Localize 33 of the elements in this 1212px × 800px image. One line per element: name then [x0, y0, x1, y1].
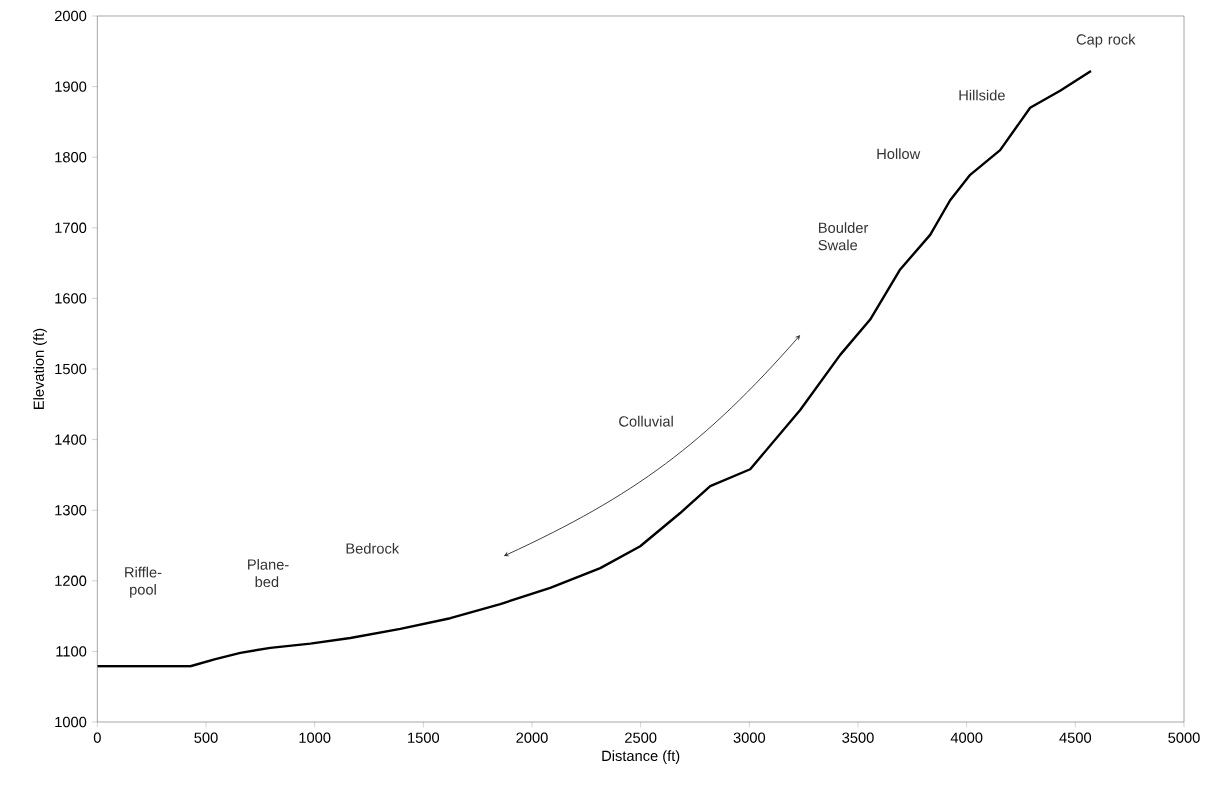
y-tick-label: 2000 [54, 10, 87, 22]
y-tick-label: 1000 [55, 716, 87, 728]
y-axis-title: Elevation (ft) [33, 328, 47, 409]
annotation: Riffle-pool [125, 566, 162, 598]
y-tick-label: 1700 [55, 222, 87, 233]
y-tick-label: 1900 [55, 81, 87, 92]
x-axis-title: Distance (ft) [602, 750, 680, 764]
annotation: Hollow [877, 148, 921, 160]
annotation: Bedrock [346, 542, 400, 554]
x-tick-label: 0 [93, 732, 101, 743]
annotation: Cap rock [1076, 33, 1136, 48]
x-tick-label: 4000 [950, 732, 983, 743]
x-tick-label: 2000 [516, 732, 548, 743]
line-series [97, 69, 1093, 668]
y-tick-label: 1100 [56, 646, 87, 657]
x-tick-label: 3500 [842, 732, 874, 743]
x-tick-label: 2500 [625, 732, 657, 743]
x-tick-label: 4500 [1059, 732, 1092, 743]
y-tick-label: 1400 [55, 434, 87, 445]
annotation: Colluvial [619, 415, 673, 427]
y-tick-label: 1200 [55, 575, 87, 586]
x-tick-label: 1500 [408, 732, 440, 743]
annotation: Hillside [959, 89, 1005, 101]
y-tick-label: 1300 [55, 505, 87, 516]
x-tick-label: 5000 [1168, 732, 1200, 743]
annotation: Boulder Swale [818, 222, 869, 251]
y-tick-label: 1800 [55, 152, 87, 163]
y-tick-label: 1500 [55, 363, 87, 375]
x-tick-label: 500 [194, 732, 218, 743]
x-tick-label: 3000 [733, 732, 766, 743]
annotation: Plane-bed [248, 558, 289, 588]
x-tick-label: 1000 [299, 732, 331, 743]
y-tick-label: 1600 [55, 293, 87, 304]
